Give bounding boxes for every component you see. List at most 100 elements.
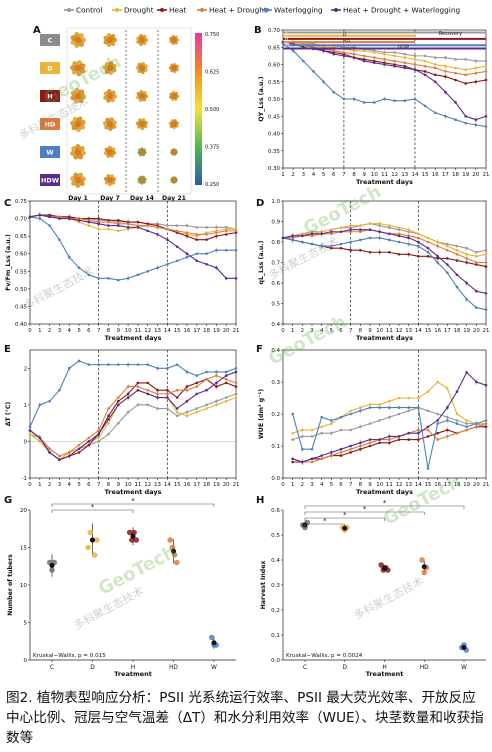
data-point bbox=[339, 242, 343, 246]
data-point bbox=[378, 403, 381, 406]
data-point bbox=[349, 451, 352, 454]
y-tick-label: 0.45 bbox=[268, 114, 280, 120]
y-tick-label: 0.3 bbox=[271, 380, 280, 386]
data-point bbox=[28, 432, 32, 436]
data-point bbox=[116, 363, 120, 366]
data-point bbox=[455, 244, 459, 248]
data-point bbox=[224, 370, 228, 374]
data-point bbox=[454, 118, 457, 121]
data-point bbox=[175, 396, 179, 399]
data-point bbox=[330, 228, 333, 231]
data-point bbox=[349, 447, 352, 451]
data-point bbox=[136, 226, 140, 229]
data-point bbox=[397, 234, 401, 238]
data-point bbox=[87, 224, 91, 227]
leaf-image bbox=[102, 61, 117, 76]
leaf-image bbox=[70, 172, 86, 189]
leaf-image bbox=[103, 33, 118, 47]
data-point bbox=[454, 66, 457, 70]
data-point bbox=[465, 371, 468, 374]
data-point bbox=[116, 224, 120, 227]
data-point bbox=[349, 444, 352, 448]
data-point bbox=[436, 255, 439, 258]
data-point bbox=[359, 447, 362, 451]
data-point bbox=[224, 381, 228, 385]
data-point bbox=[224, 396, 228, 399]
legend-marker bbox=[200, 8, 204, 12]
x-tick-label: 8 bbox=[359, 482, 363, 488]
data-point bbox=[301, 428, 304, 432]
data-point bbox=[373, 56, 376, 59]
data-point bbox=[484, 422, 488, 425]
data-point bbox=[426, 240, 430, 244]
x-tick-label: 13 bbox=[154, 328, 161, 334]
data-point bbox=[209, 634, 215, 641]
x-tick-label: 21 bbox=[483, 482, 490, 488]
data-point bbox=[301, 460, 304, 464]
data-point bbox=[234, 277, 238, 280]
phase-label: HDW bbox=[398, 44, 410, 50]
x-tick-label: 3 bbox=[310, 482, 313, 488]
data-point bbox=[446, 257, 449, 260]
data-point bbox=[349, 248, 352, 252]
x-tick-label: 10 bbox=[125, 482, 132, 488]
series-line bbox=[29, 393, 237, 457]
data-point bbox=[397, 396, 401, 400]
plot-frame bbox=[29, 349, 237, 479]
mean-point bbox=[461, 645, 467, 650]
data-point bbox=[195, 226, 199, 229]
leaf-image bbox=[135, 61, 148, 75]
data-point bbox=[301, 447, 304, 451]
data-point bbox=[224, 248, 228, 252]
data-point bbox=[116, 396, 120, 399]
data-point bbox=[332, 52, 336, 56]
x-tick-label: 18 bbox=[452, 172, 459, 178]
y-tick-label: 0.5 bbox=[271, 533, 280, 539]
data-point bbox=[436, 261, 439, 264]
data-point bbox=[393, 54, 396, 58]
data-point bbox=[352, 49, 356, 52]
series-line bbox=[282, 237, 487, 311]
x-tick-label: 20 bbox=[223, 328, 230, 334]
data-point bbox=[291, 457, 294, 461]
data-point bbox=[403, 66, 407, 70]
data-point bbox=[349, 428, 352, 432]
leaf-center bbox=[139, 177, 145, 183]
x-tick-label: 14 bbox=[415, 328, 422, 334]
x-tick-label: 14 bbox=[164, 482, 171, 488]
y-tick-label: 0.2 bbox=[271, 608, 280, 614]
x-tick-label: 19 bbox=[213, 328, 220, 334]
data-point bbox=[126, 363, 130, 366]
data-point bbox=[166, 407, 169, 410]
data-point bbox=[87, 440, 91, 443]
data-point bbox=[407, 228, 410, 231]
data-point bbox=[281, 236, 285, 240]
leaf-image bbox=[69, 60, 86, 76]
data-point bbox=[359, 238, 362, 242]
series-line bbox=[29, 371, 237, 461]
y-tick-label: 10 bbox=[20, 583, 28, 589]
data-point bbox=[205, 388, 208, 392]
x-tick-label: 19 bbox=[462, 172, 469, 178]
x-tick-label: D bbox=[90, 665, 95, 671]
data-point bbox=[58, 458, 61, 462]
data-point bbox=[215, 385, 218, 388]
y-tick-label: 5 bbox=[23, 621, 27, 627]
data-point bbox=[234, 392, 238, 396]
data-point bbox=[205, 407, 208, 410]
leaf-center bbox=[75, 149, 81, 155]
data-point bbox=[397, 412, 401, 416]
x-tick-label: 12 bbox=[144, 482, 151, 488]
x-tick-label: 14 bbox=[164, 328, 171, 334]
data-point bbox=[417, 428, 420, 432]
data-point bbox=[373, 51, 376, 54]
x-tick-label: 7 bbox=[349, 482, 352, 488]
x-tick-label: 21 bbox=[233, 328, 240, 334]
x-tick-label: 16 bbox=[184, 482, 191, 488]
data-point bbox=[388, 226, 391, 229]
data-point bbox=[393, 59, 396, 63]
data-point bbox=[195, 233, 199, 236]
data-point bbox=[359, 425, 362, 429]
data-point bbox=[455, 419, 459, 422]
data-point bbox=[474, 80, 478, 84]
